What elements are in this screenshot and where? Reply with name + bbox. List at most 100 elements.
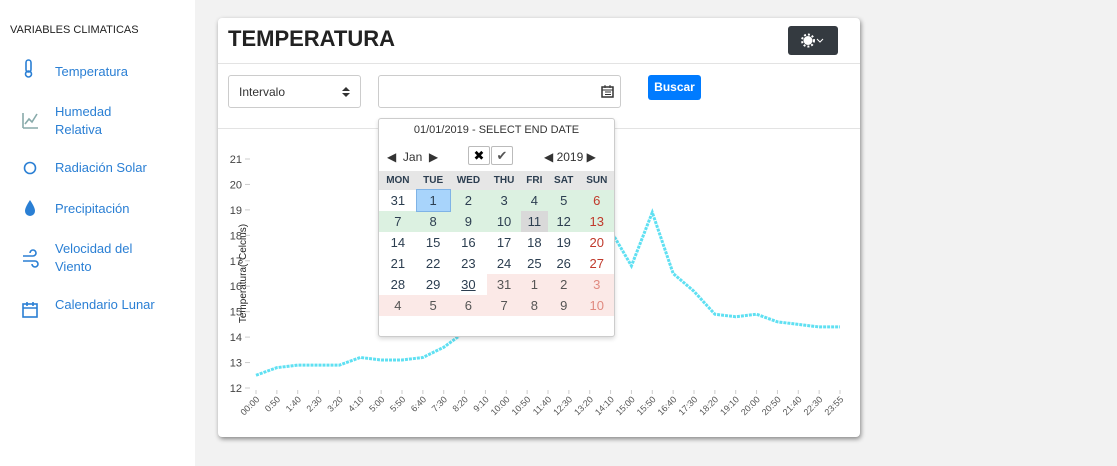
day[interactable]: 4: [379, 295, 417, 316]
x-tick-label: 10:50: [510, 394, 533, 417]
day[interactable]: 6: [579, 190, 614, 211]
day[interactable]: 17: [487, 232, 521, 253]
weekday: SAT: [547, 171, 580, 190]
sidebar-item[interactable]: Calendario Lunar: [55, 297, 155, 312]
day[interactable]: 3: [579, 274, 614, 295]
day[interactable]: 7: [487, 295, 521, 316]
x-tick-label: 7:30: [430, 394, 449, 413]
day[interactable]: 6: [449, 295, 488, 316]
day[interactable]: 10: [487, 211, 521, 232]
week-row: 14 15 16 17 18 19 20: [379, 232, 614, 253]
x-tick-label: 21:40: [781, 394, 804, 417]
sidebar-item[interactable]: Velocidad del Viento: [55, 241, 133, 274]
day[interactable]: 8: [520, 295, 548, 316]
day[interactable]: 13: [579, 211, 614, 232]
sidebar-heading: VARIABLES CLIMATICAS: [10, 24, 139, 36]
day[interactable]: 1: [415, 189, 451, 212]
year: 2019: [556, 150, 584, 164]
date-input[interactable]: [378, 75, 621, 108]
day[interactable]: 3: [487, 190, 521, 211]
x-tick-label: 15:50: [635, 394, 658, 417]
x-tick-label: 20:50: [760, 394, 783, 417]
day[interactable]: 18: [520, 232, 548, 253]
month: Jan: [402, 150, 423, 164]
week-row: 28 29 30 31 1 2 3: [379, 274, 614, 295]
day[interactable]: 2: [547, 274, 580, 295]
day[interactable]: 27: [579, 253, 614, 274]
y-tick-label: 16: [230, 281, 242, 293]
x-tick-label: 2:30: [305, 394, 324, 413]
sidebar-item[interactable]: Precipitación: [55, 201, 130, 216]
day[interactable]: 5: [547, 190, 580, 211]
y-tick-label: 12: [230, 383, 242, 395]
day[interactable]: 26: [547, 253, 580, 274]
chart: Temperatura(ºCelcius)1213141516171819202…: [230, 154, 846, 417]
day[interactable]: 20: [579, 232, 614, 253]
day[interactable]: 2: [449, 190, 488, 211]
interval-select[interactable]: Intervalo: [228, 75, 361, 108]
y-tick-label: 19: [230, 205, 242, 217]
calendar: MON TUE WED THU FRI SAT SUN 31 1 2 3 4 5 6 7 8 9 10 11 12 13…: [379, 171, 614, 316]
confirm-button[interactable]: ✔: [491, 146, 513, 165]
y-tick-label: 18: [230, 230, 242, 242]
day[interactable]: 9: [547, 295, 580, 316]
search-button[interactable]: Buscar: [648, 75, 701, 100]
settings-button[interactable]: [788, 26, 838, 55]
cancel-button[interactable]: ✖: [468, 146, 490, 165]
day[interactable]: 12: [547, 211, 580, 232]
y-tick-label: 13: [230, 358, 242, 370]
weekday: SUN: [579, 171, 614, 190]
day[interactable]: 10: [579, 295, 614, 316]
week-row: 31 1 2 3 4 5 6: [379, 189, 614, 212]
day[interactable]: 22: [416, 253, 450, 274]
x-tick-label: 5:00: [367, 394, 386, 413]
x-tick-label: 19:10: [718, 394, 741, 417]
day[interactable]: 23: [449, 253, 488, 274]
day[interactable]: 30: [449, 274, 488, 295]
x-tick-label: 12:30: [551, 394, 574, 417]
day[interactable]: 5: [416, 295, 450, 316]
x-tick-label: 6:40: [409, 394, 428, 413]
x-tick-label: 4:10: [346, 394, 365, 413]
day[interactable]: 25: [520, 253, 548, 274]
x-tick-label: 0:50: [263, 394, 282, 413]
x-tick-label: 20:00: [739, 394, 762, 417]
x-tick-label: 8:20: [451, 394, 470, 413]
day[interactable]: 21: [379, 253, 417, 274]
weekday: FRI: [520, 171, 548, 190]
sidebar-item[interactable]: Radiación Solar: [55, 160, 147, 175]
day[interactable]: 31: [379, 190, 417, 211]
day[interactable]: 31: [487, 274, 521, 295]
datepicker: 01/01/2019 - SELECT END DATE ◀ Jan ▶ ✖ ✔…: [378, 118, 615, 337]
day[interactable]: 8: [416, 211, 450, 232]
day[interactable]: 28: [379, 274, 417, 295]
day[interactable]: 1: [520, 274, 548, 295]
day[interactable]: 24: [487, 253, 521, 274]
y-tick-label: 20: [230, 179, 242, 191]
week-row: 21 22 23 24 25 26 27: [379, 253, 614, 274]
day[interactable]: 7: [379, 211, 417, 232]
day[interactable]: 19: [547, 232, 580, 253]
x-tick-label: 15:00: [614, 394, 637, 417]
weekday: MON: [379, 171, 417, 190]
day[interactable]: 29: [416, 274, 450, 295]
day[interactable]: 11: [520, 211, 548, 232]
day[interactable]: 14: [379, 232, 417, 253]
day[interactable]: 16: [449, 232, 488, 253]
week-row: 4 5 6 7 8 9 10: [379, 295, 614, 316]
year-nav[interactable]: ◀ 2019 ▶: [544, 150, 596, 164]
sidebar-icons: [22, 59, 39, 318]
y-tick-label: 21: [230, 154, 242, 166]
x-tick-label: 1:40: [284, 394, 303, 413]
x-tick-label: 10:00: [489, 394, 512, 417]
y-tick-label: 14: [230, 332, 242, 344]
day[interactable]: 15: [416, 232, 450, 253]
y-axis-title: Temperatura(ºCelcius): [238, 224, 249, 323]
weekday: TUE: [416, 171, 450, 190]
day[interactable]: 9: [449, 211, 488, 232]
sidebar-item[interactable]: Temperatura: [55, 64, 128, 79]
month-nav[interactable]: ◀ Jan ▶: [387, 150, 439, 164]
day[interactable]: 4: [520, 190, 548, 211]
x-tick-label: 00:00: [238, 394, 261, 417]
sidebar-item[interactable]: Humedad Relativa: [55, 104, 112, 137]
